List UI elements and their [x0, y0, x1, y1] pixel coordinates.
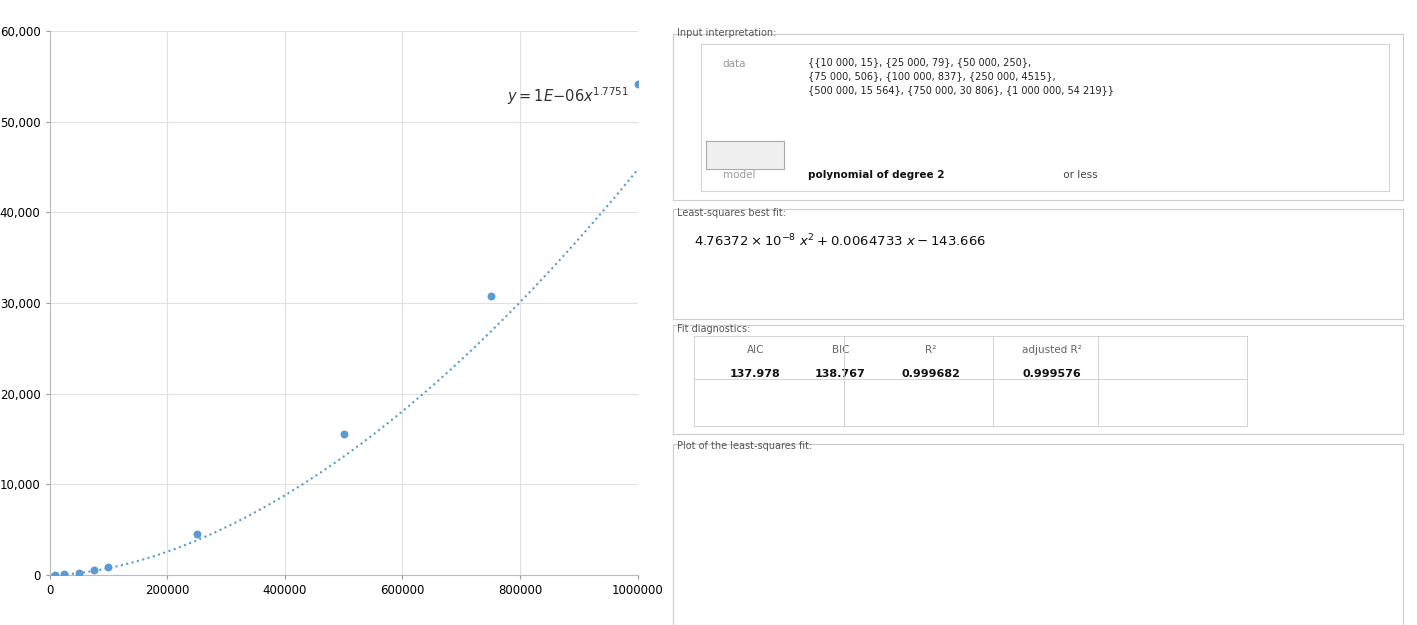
Point — [775, 587, 798, 597]
Text: R²: R² — [925, 345, 937, 355]
Point — [82, 566, 105, 576]
Point — [96, 562, 119, 572]
Text: model: model — [723, 170, 755, 180]
Point — [626, 79, 649, 89]
Point — [1022, 554, 1044, 564]
Text: Least-squares best fit:: Least-squares best fit: — [677, 208, 786, 217]
Text: 0.999682: 0.999682 — [901, 369, 961, 379]
Point — [761, 588, 784, 598]
Text: {{10 000, 15}, {25 000, 79}, {50 000, 250},: {{10 000, 15}, {25 000, 79}, {50 000, 25… — [808, 58, 1030, 68]
Text: $y = 1E\mathit{-}06x^{1.7751}$: $y = 1E\mathit{-}06x^{1.7751}$ — [507, 86, 629, 107]
Text: Input interpretation:: Input interpretation: — [677, 28, 777, 38]
Text: adjusted R²: adjusted R² — [1022, 345, 1081, 355]
Text: 0.999576: 0.999576 — [1022, 369, 1081, 379]
Text: polynomial of degree 2: polynomial of degree 2 — [808, 170, 944, 180]
Point — [738, 588, 761, 598]
Text: AIC: AIC — [747, 345, 764, 355]
Point — [747, 588, 769, 598]
Text: 137.978: 137.978 — [730, 369, 781, 379]
Text: $4.76372 \times 10^{-8}\ x^2 + 0.0064733\ x - 143.666$: $4.76372 \times 10^{-8}\ x^2 + 0.0064733… — [694, 232, 986, 249]
Point — [44, 570, 67, 580]
Point — [1312, 468, 1335, 478]
Text: BIC: BIC — [832, 345, 849, 355]
Text: {75 000, 506}, {100 000, 837}, {250 000, 4515},: {75 000, 506}, {100 000, 837}, {250 000,… — [808, 71, 1056, 81]
Text: data: data — [723, 59, 747, 69]
Text: 138.767: 138.767 — [815, 369, 866, 379]
Text: {500 000, 15 564}, {750 000, 30 806}, {1 000 000, 54 219}}: {500 000, 15 564}, {750 000, 30 806}, {1… — [808, 85, 1114, 95]
Point — [68, 568, 91, 578]
Point — [1168, 519, 1190, 529]
Point — [877, 578, 900, 588]
Text: Plot of the least-squares fit:: Plot of the least-squares fit: — [677, 441, 812, 451]
Point — [332, 429, 354, 439]
Text: or less: or less — [1060, 170, 1098, 180]
Text: fit: fit — [740, 150, 751, 160]
Point — [186, 529, 208, 539]
Point — [789, 586, 812, 596]
Text: Fit diagnostics:: Fit diagnostics: — [677, 324, 751, 334]
Point — [52, 569, 75, 579]
Point — [479, 291, 502, 301]
